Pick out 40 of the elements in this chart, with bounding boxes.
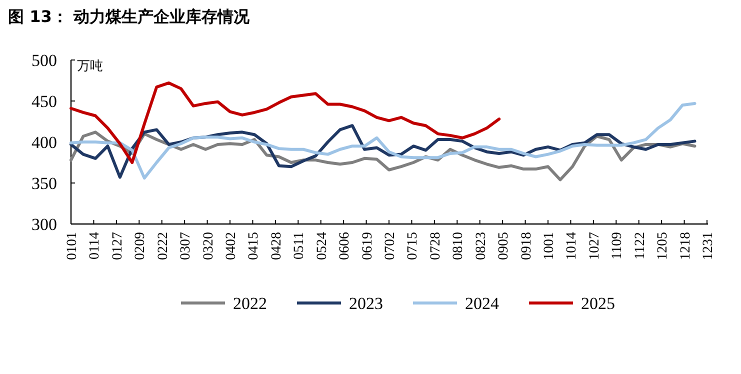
x-tick-label: 0209 [133, 232, 148, 260]
x-tick-label: 0428 [269, 232, 284, 260]
x-tick-label: 0101 [65, 232, 80, 260]
x-tick-label: 0606 [338, 232, 353, 260]
x-tick-label: 1109 [610, 232, 626, 260]
x-tick-label: 0715 [406, 232, 421, 260]
legend-label: 2023 [349, 294, 383, 313]
y-tick-label: 500 [32, 51, 57, 70]
x-tick-label: 0222 [156, 232, 171, 260]
x-tick-label: 0619 [360, 232, 376, 260]
x-tick-label: 0307 [178, 232, 194, 260]
x-tick-label: 1218 [678, 232, 694, 260]
x-tick-label: 1205 [656, 232, 671, 260]
x-tick-label: 1014 [564, 232, 580, 260]
x-tick-label: 1001 [542, 232, 557, 260]
chart-title: 图 13： 动力煤生产企业库存情况 [8, 7, 250, 26]
x-tick-label: 0823 [474, 232, 489, 260]
x-tick-label: 0415 [246, 232, 262, 260]
x-tick-label: 0320 [201, 232, 216, 260]
x-tick-label: 0918 [519, 232, 534, 260]
x-tick-label: 0810 [451, 232, 466, 260]
legend-label: 2022 [233, 294, 267, 313]
y-tick-label: 400 [32, 133, 57, 152]
x-tick-label: 0905 [496, 232, 512, 260]
x-tick-label: 1122 [632, 232, 648, 260]
x-tick-label: 0402 [224, 232, 239, 260]
x-tick-label: 0702 [383, 232, 398, 260]
x-tick-label: 0511 [292, 232, 308, 260]
y-tick-label: 350 [32, 174, 57, 193]
y-axis-title: 万吨 [77, 59, 103, 74]
y-tick-label: 300 [32, 215, 57, 234]
x-tick-label: 1231 [701, 232, 716, 260]
x-tick-label: 0728 [428, 232, 444, 260]
x-tick-label: 1027 [587, 232, 602, 260]
x-tick-label: 0127 [110, 232, 126, 260]
x-tick-label: 0114 [88, 232, 103, 260]
legend-label: 2025 [581, 294, 615, 313]
x-tick-label: 0524 [314, 232, 330, 260]
y-tick-label: 450 [32, 92, 57, 111]
legend-label: 2024 [465, 294, 500, 313]
